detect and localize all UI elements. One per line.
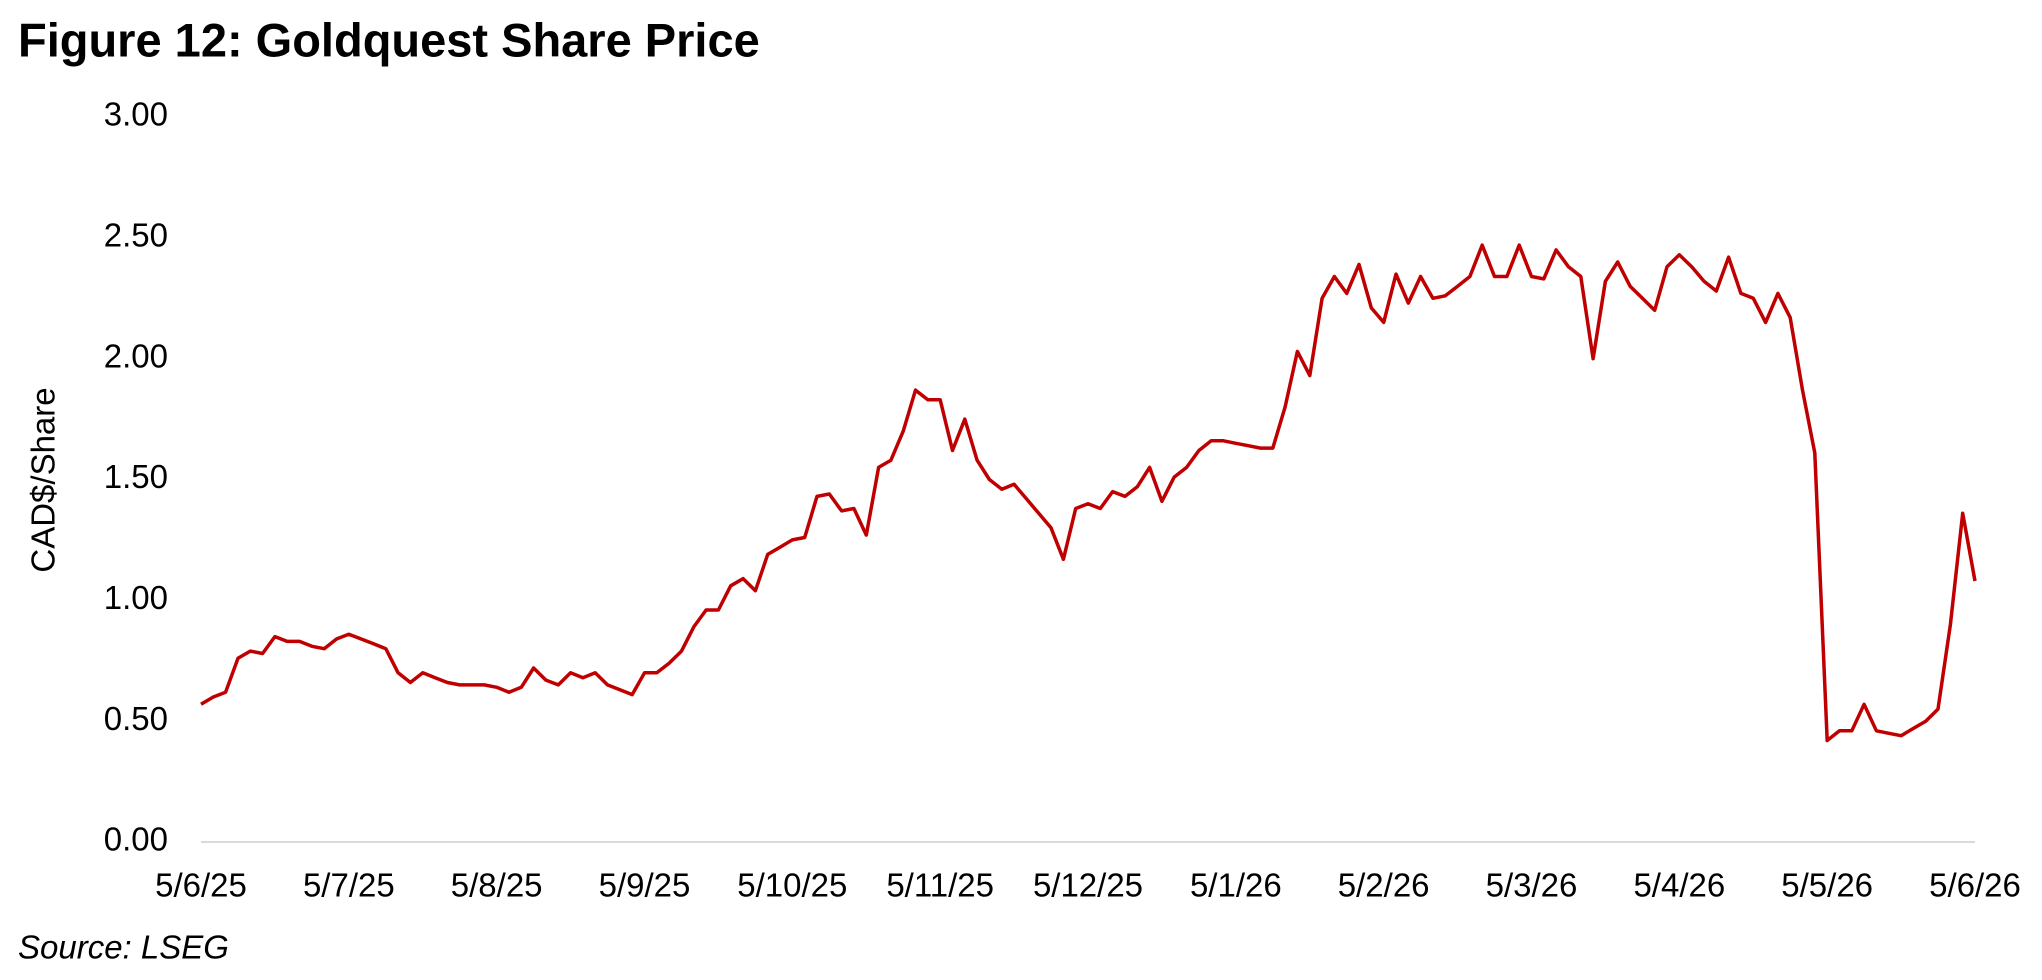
x-tick-label: 5/6/25 (155, 867, 247, 904)
x-tick-label: 5/11/25 (886, 867, 994, 904)
x-tick-label: 5/3/26 (1486, 867, 1578, 904)
source: Source: LSEG (18, 929, 229, 966)
y-tick-label: 0.00 (104, 821, 168, 858)
y-tick-label: 3.00 (104, 96, 168, 133)
y-axis-label: CAD$/Share (25, 387, 62, 572)
x-tick-label: 5/12/25 (1033, 867, 1143, 904)
x-tick-label: 5/1/26 (1190, 867, 1282, 904)
y-tick-label: 2.50 (104, 217, 168, 254)
y-tick-label: 1.50 (104, 458, 168, 495)
x-tick-label: 5/5/26 (1781, 867, 1873, 904)
x-tick-label: 5/9/25 (599, 867, 691, 904)
x-tick-label: 5/2/26 (1338, 867, 1430, 904)
chart-title: Figure 12: Goldquest Share Price (18, 13, 760, 66)
x-tick-label: 5/10/25 (737, 867, 847, 904)
y-tick-label: 1.00 (104, 579, 168, 616)
x-tick-label: 5/8/25 (451, 867, 543, 904)
y-tick-label: 0.50 (104, 700, 168, 737)
price-line (200, 243, 1977, 743)
y-tick-label: 2.00 (104, 337, 168, 374)
x-tick-label: 5/7/25 (303, 867, 395, 904)
x-tick-label: 5/4/26 (1633, 867, 1725, 904)
x-tick-label: 5/6/26 (1929, 867, 2021, 904)
